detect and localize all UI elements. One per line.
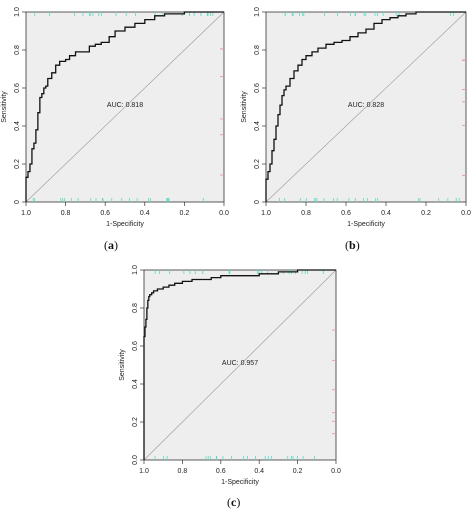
x-tick-label: 0.4	[140, 210, 150, 217]
panel-label-open: (	[345, 238, 349, 252]
y-tick-label: 0.6	[132, 341, 139, 351]
y-tick-label: 0.4	[14, 121, 21, 131]
roc-curve	[143, 269, 336, 460]
panel-label-letter: b	[349, 238, 356, 252]
x-tick-label: 0.8	[61, 210, 71, 217]
roc-curve	[25, 11, 224, 202]
y-tick-label: 1.0	[14, 7, 21, 17]
y-tick-label: 0.6	[254, 83, 261, 93]
panel-label-open: (	[227, 495, 231, 509]
x-tick-label: 0.2	[421, 210, 431, 217]
y-tick-label: 1.0	[132, 265, 139, 275]
panel-label-close: )	[236, 495, 241, 509]
panel-label-letter: c	[231, 495, 237, 509]
y-tick-label: 0.2	[14, 159, 21, 169]
y-tick-label: 0	[254, 200, 261, 204]
x-tick-label: 0.4	[381, 210, 391, 217]
x-tick-label: 1.0	[261, 210, 271, 217]
x-tick-label: 0.4	[254, 468, 264, 475]
reference-diagonal	[25, 11, 225, 203]
y-axis-label: Sensitivity	[1, 91, 8, 123]
panel-label-close: )	[355, 238, 360, 252]
y-tick-label: 0.8	[14, 45, 21, 55]
x-tick-label: 0.2	[293, 468, 303, 475]
panel-label-close: )	[114, 238, 118, 252]
x-tick-label: 1.0	[139, 468, 149, 475]
y-tick-label: 0.0	[132, 455, 139, 465]
x-tick-label: 0.2	[180, 210, 190, 217]
x-axis-label: 1-Specificity	[347, 221, 385, 228]
y-tick-label: 0.6	[14, 83, 21, 93]
x-tick-label: 0.0	[461, 210, 471, 217]
y-tick-label: 0.2	[254, 159, 261, 169]
panel-label-b: (b)	[345, 238, 360, 253]
panel-label-a: (a)	[104, 238, 118, 253]
auc-annotation: AUC: 0.957	[222, 360, 258, 367]
x-tick-label: 0.0	[331, 468, 341, 475]
x-tick-label: 1.0	[21, 210, 31, 217]
x-tick-label: 0.6	[341, 210, 351, 217]
y-axis-label: Sensitivity	[241, 91, 248, 123]
y-tick-label: 0	[14, 200, 21, 204]
y-tick-label: 0.4	[254, 121, 261, 131]
reference-diagonal	[143, 269, 337, 461]
roc-chart-c: 1.0 0.8 0.6 0.4 0.2 0.0 0.0 0.2 0.4 0.6 0.8 1.0 1-Sp…	[119, 265, 341, 486]
x-tick-label: 0.8	[301, 210, 311, 217]
y-tick-label: 0.4	[132, 379, 139, 389]
auc-annotation: AUC: 0.818	[107, 102, 143, 109]
auc-annotation: AUC: 0.828	[348, 102, 384, 109]
panel-label-letter: a	[108, 238, 114, 252]
x-tick-label: 0.6	[100, 210, 110, 217]
y-tick-label: 0.8	[254, 45, 261, 55]
roc-curve	[265, 11, 466, 202]
roc-chart-a: 1.0 0.8 0.6 0.4 0.2 0.0 0 0.2 0.4 0.6 0.8 1.0 1-Spec…	[1, 7, 229, 228]
roc-chart-b: 1.0 0.8 0.6 0.4 0.2 0.0 0 0.2 0.4 0.6 0.8 1.0 1-Spec…	[241, 7, 471, 228]
y-tick-label: 0.2	[132, 417, 139, 427]
y-tick-label: 0.8	[132, 303, 139, 313]
x-tick-label: 0.8	[178, 468, 188, 475]
x-tick-label: 0.6	[216, 468, 226, 475]
x-tick-label: 0.0	[219, 210, 229, 217]
y-axis-label: Sensitivity	[119, 349, 126, 381]
y-tick-label: 1.0	[254, 7, 261, 17]
x-axis-label: 1-Specificity	[106, 221, 144, 228]
panel-label-c: (c)	[227, 495, 240, 510]
panel-label-open: (	[104, 238, 108, 252]
reference-diagonal	[265, 11, 467, 203]
x-axis-label: 1-Specificity	[221, 479, 259, 486]
